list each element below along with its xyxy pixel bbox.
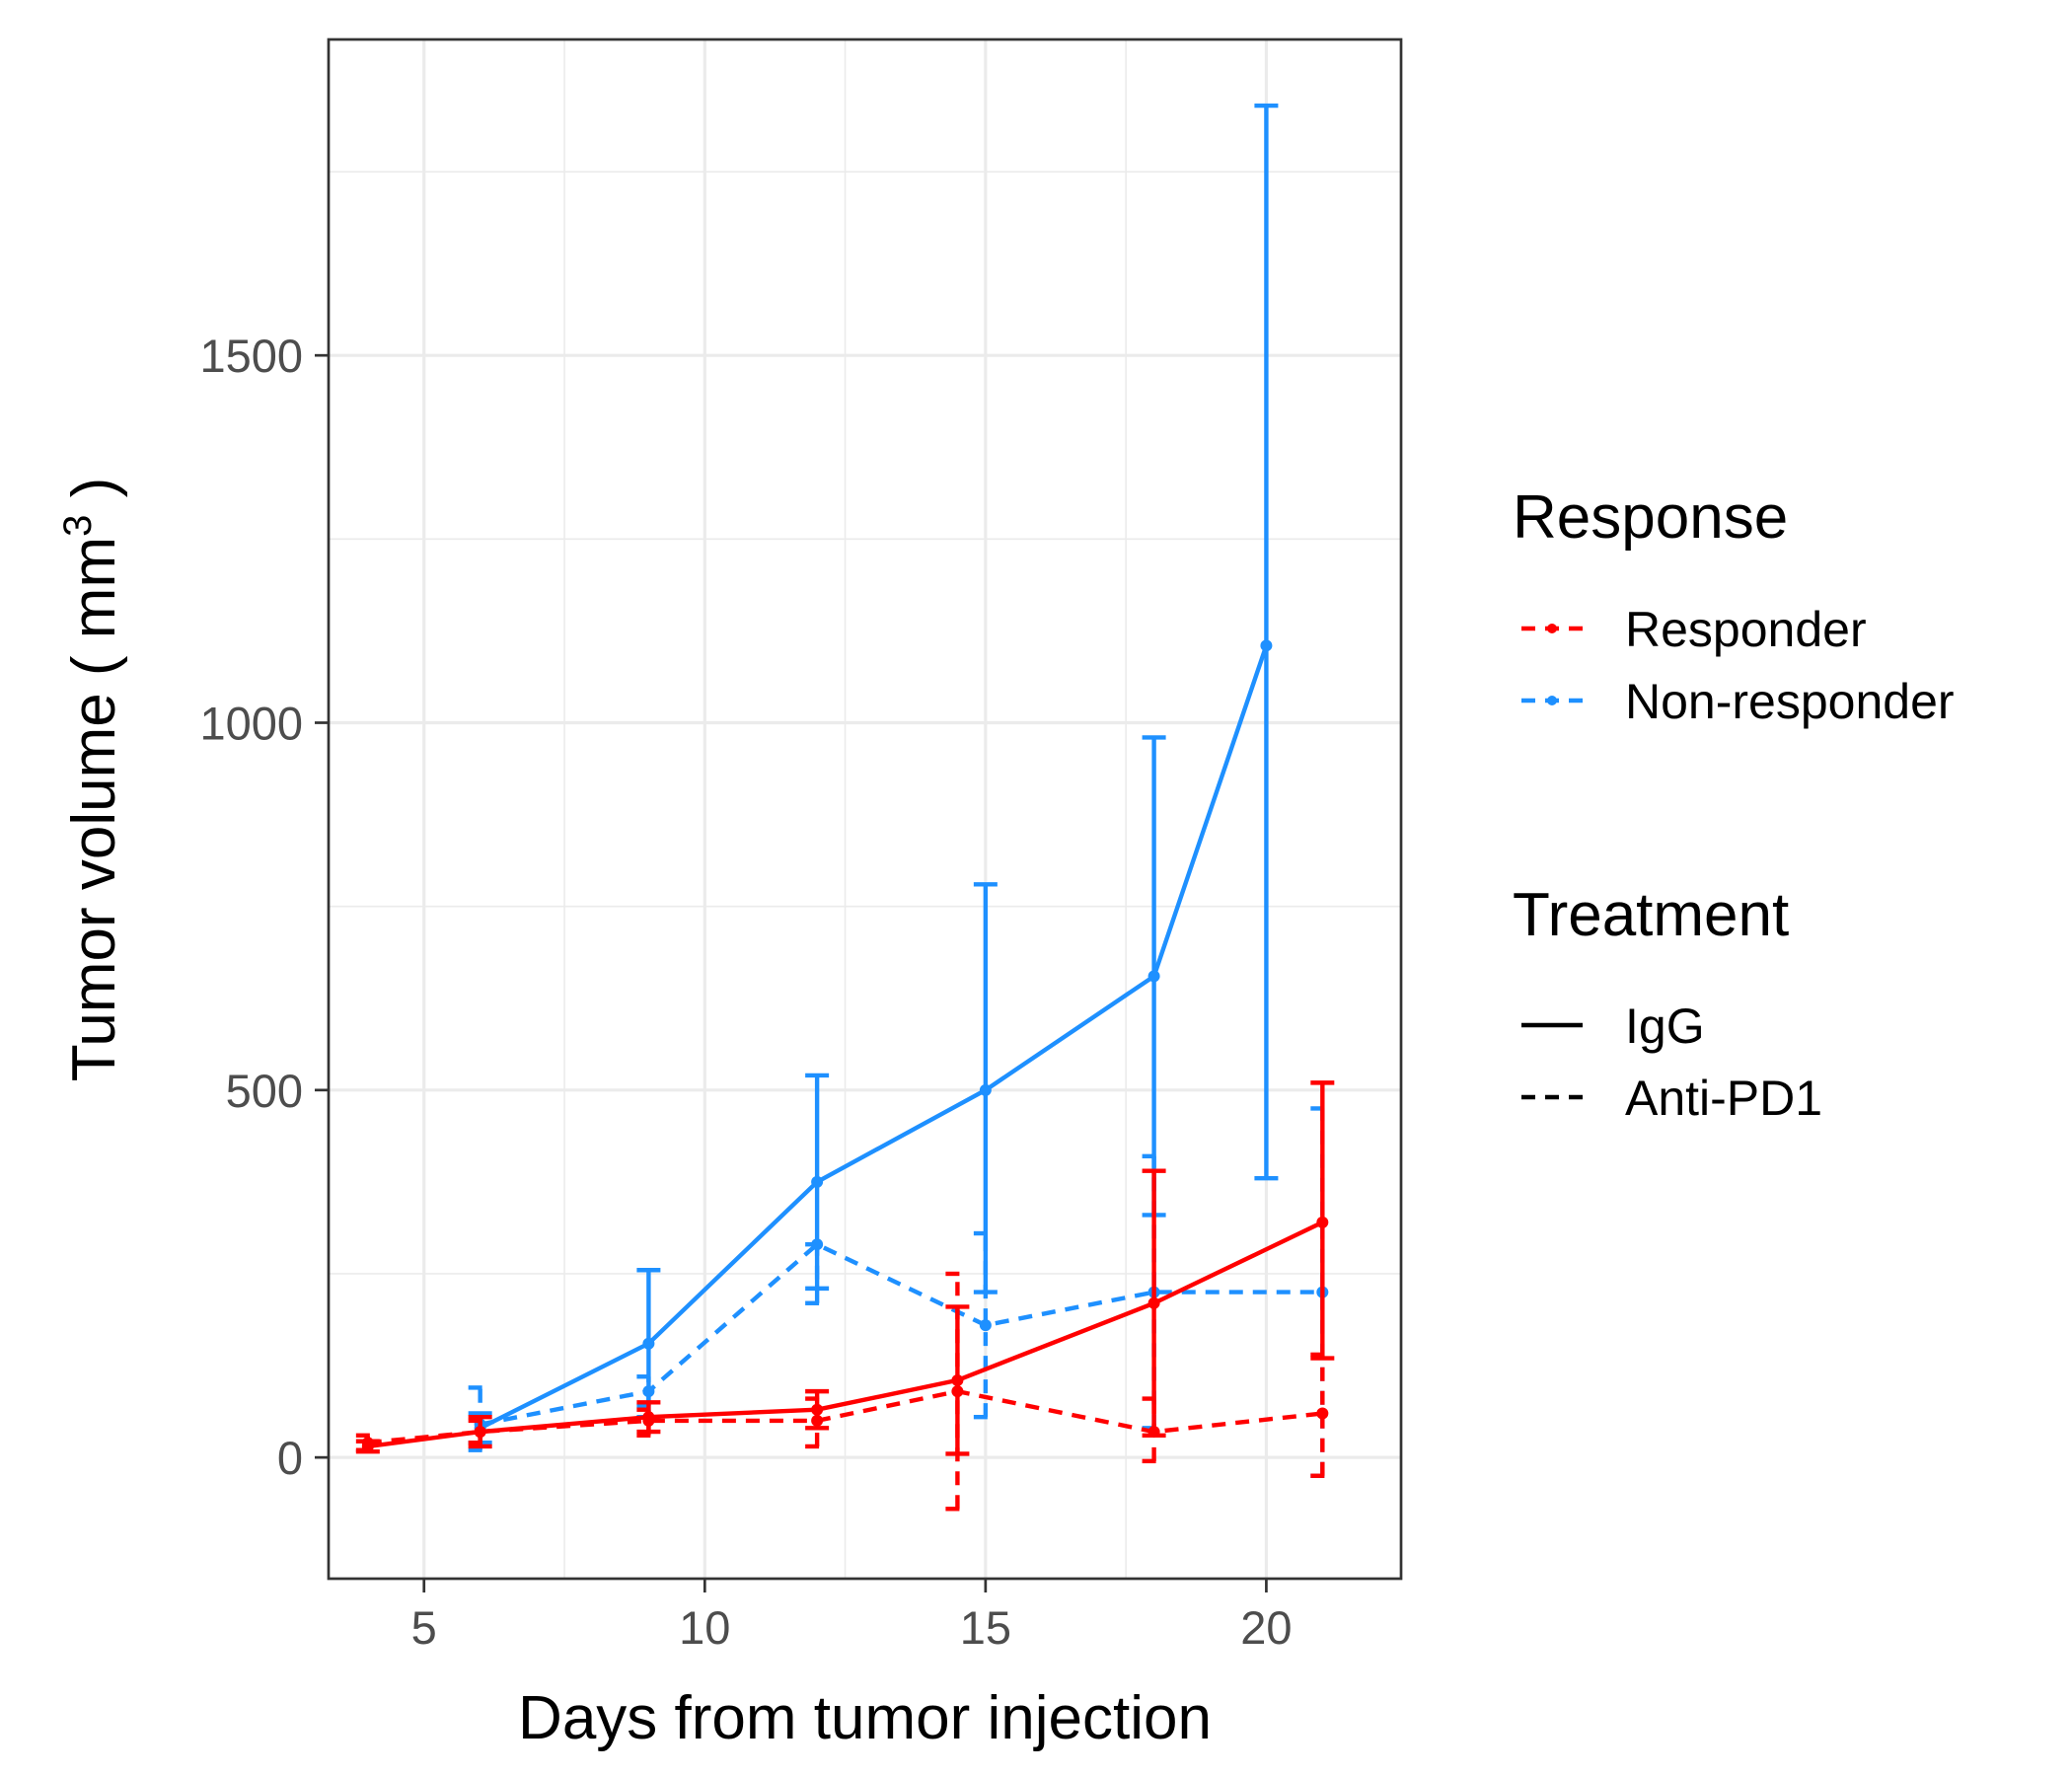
data-point-responder-anti-pd1 [1316, 1407, 1329, 1420]
data-point-non-responder-anti-pd1 [979, 1319, 992, 1332]
legend-treatment: Treatment IgG Anti-PD1 [1513, 881, 1822, 1126]
legend-treatment-title: Treatment [1513, 881, 1789, 949]
x-tick-label: 20 [1240, 1601, 1292, 1654]
data-point-responder-anti-pd1 [474, 1426, 486, 1439]
legend-response-title: Response [1513, 483, 1788, 552]
y-tick-label: 500 [226, 1065, 303, 1117]
legend: Response Responder Non-responder Treatme… [1513, 483, 1955, 1126]
legend-entry-non-responder: Non-responder [1521, 674, 1955, 729]
panel-background [329, 39, 1401, 1579]
legend-label-igg: IgG [1625, 999, 1705, 1054]
legend-response: Response Responder Non-responder [1513, 483, 1955, 729]
data-point-non-responder-igg [811, 1175, 824, 1188]
x-axis: 5 10 15 20 [411, 1579, 1293, 1654]
legend-key-responder-point [1547, 624, 1557, 633]
data-point-responder-igg [1147, 1296, 1160, 1309]
x-tick-label: 10 [679, 1601, 730, 1654]
series-layer [355, 103, 1335, 1512]
data-point-responder-anti-pd1 [951, 1385, 964, 1398]
plot-panel [327, 37, 1403, 1581]
x-axis-title: Days from tumor injection [518, 1684, 1212, 1752]
x-tick-label: 15 [960, 1601, 1011, 1654]
data-point-responder-anti-pd1 [811, 1414, 824, 1427]
series-line-non-responder-anti-pd1 [480, 1241, 1323, 1427]
data-point-non-responder-igg [642, 1337, 655, 1350]
data-point-responder-anti-pd1 [361, 1437, 374, 1449]
x-tick-label: 5 [411, 1601, 437, 1654]
legend-label-anti-pd1: Anti-PD1 [1625, 1071, 1822, 1126]
legend-entry-igg: IgG [1521, 999, 1705, 1054]
y-axis-title: Tumor volume ( mm3 ) [56, 478, 128, 1081]
data-point-non-responder-igg [1260, 639, 1273, 652]
error-bar-responder-anti-pd1 [945, 1271, 970, 1512]
series-responder-anti-pd1 [355, 1271, 1335, 1512]
y-tick-label: 1000 [199, 698, 303, 750]
legend-label-non-responder: Non-responder [1625, 674, 1955, 729]
y-axis-title-superscript: 3 [56, 515, 100, 537]
data-point-non-responder-anti-pd1 [811, 1238, 824, 1251]
error-bar-non-responder-anti-pd1 [973, 1230, 998, 1420]
y-tick-label: 1500 [199, 330, 303, 382]
data-point-responder-anti-pd1 [1147, 1426, 1160, 1439]
series-non-responder-igg [468, 103, 1279, 1445]
series-line-non-responder-igg [479, 644, 1269, 1431]
y-tick-label: 0 [277, 1432, 303, 1484]
data-point-responder-igg [1316, 1216, 1329, 1228]
y-axis: 0 500 1000 1500 [199, 330, 329, 1484]
data-point-non-responder-anti-pd1 [642, 1385, 655, 1398]
panel-border [327, 37, 1403, 1581]
y-axis-title-suffix: ) [60, 478, 128, 515]
data-point-responder-anti-pd1 [642, 1414, 655, 1427]
data-point-non-responder-igg [1147, 970, 1160, 983]
minor-gridlines [329, 39, 1401, 1579]
legend-entry-responder: Responder [1521, 602, 1867, 657]
y-axis-title-main: Tumor volume ( mm [60, 537, 128, 1081]
data-point-non-responder-igg [979, 1083, 992, 1096]
legend-entry-anti-pd1: Anti-PD1 [1521, 1071, 1822, 1126]
legend-key-non-responder-point [1547, 696, 1557, 705]
legend-label-responder: Responder [1625, 602, 1867, 657]
